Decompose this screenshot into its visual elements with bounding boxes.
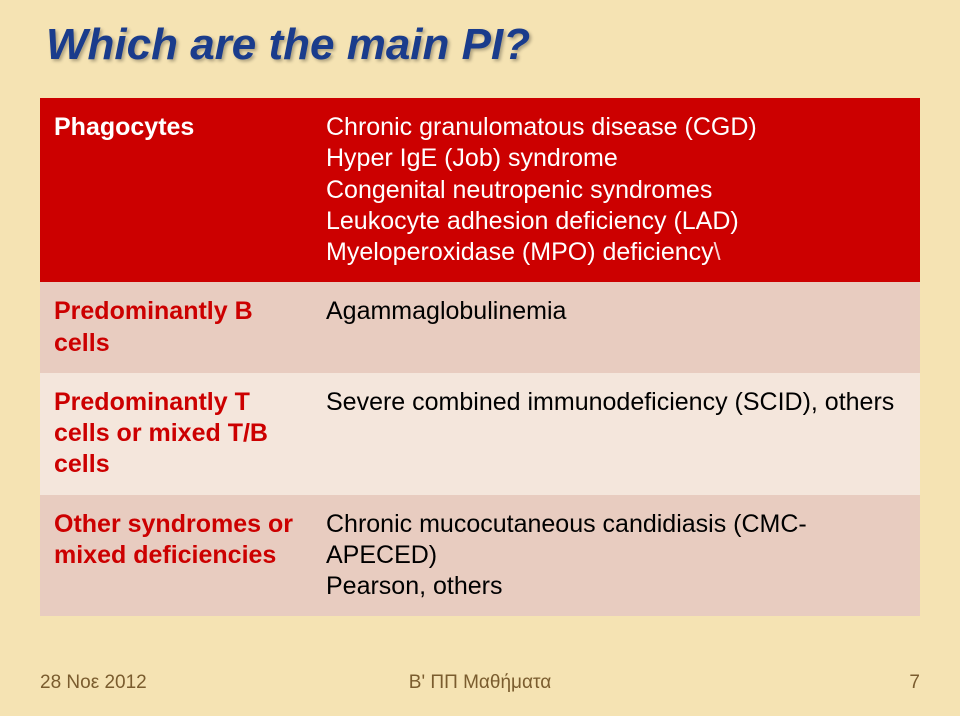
content-line: Severe combined immunodeficiency (SCID),… — [326, 387, 906, 418]
content-line: Leukocyte adhesion deficiency (LAD) — [326, 206, 906, 237]
slide-footer: 28 Νοε 2012 B' ΠΠ Μαθήματα 7 — [40, 672, 920, 694]
footer-page-number: 7 — [909, 672, 920, 694]
row-content: Agammaglobulinemia — [312, 282, 920, 373]
content-line: Agammaglobulinemia — [326, 296, 906, 327]
row-category: Predominantly T cells or mixed T/B cells — [40, 373, 312, 495]
table-row: Phagocytes Chronic granulomatous disease… — [40, 98, 920, 282]
table-row: Predominantly T cells or mixed T/B cells… — [40, 373, 920, 495]
row-category: Other syndromes or mixed deficiencies — [40, 495, 312, 617]
row-content: Severe combined immunodeficiency (SCID),… — [312, 373, 920, 495]
slide: Which are the main PI? Phagocytes Chroni… — [0, 0, 960, 716]
table-row: Predominantly B cells Agammaglobulinemia — [40, 282, 920, 373]
slide-title: Which are the main PI? — [46, 20, 920, 70]
row-category: Phagocytes — [40, 98, 312, 282]
footer-center: B' ΠΠ Μαθήματα — [409, 672, 551, 694]
content-line: Chronic mucocutaneous candidiasis (CMC-A… — [326, 509, 906, 572]
content-line: Congenital neutropenic syndromes — [326, 175, 906, 206]
content-line: Myeloperoxidase (MPO) deficiency\ — [326, 237, 906, 268]
content-table: Phagocytes Chronic granulomatous disease… — [40, 98, 920, 616]
content-line: Chronic granulomatous disease (CGD) — [326, 112, 906, 143]
content-line: Hyper IgE (Job) syndrome — [326, 143, 906, 174]
table-row: Other syndromes or mixed deficiencies Ch… — [40, 495, 920, 617]
content-line: Pearson, others — [326, 571, 906, 602]
row-category: Predominantly B cells — [40, 282, 312, 373]
row-content: Chronic granulomatous disease (CGD) Hype… — [312, 98, 920, 282]
footer-date: 28 Νοε 2012 — [40, 672, 147, 694]
row-content: Chronic mucocutaneous candidiasis (CMC-A… — [312, 495, 920, 617]
